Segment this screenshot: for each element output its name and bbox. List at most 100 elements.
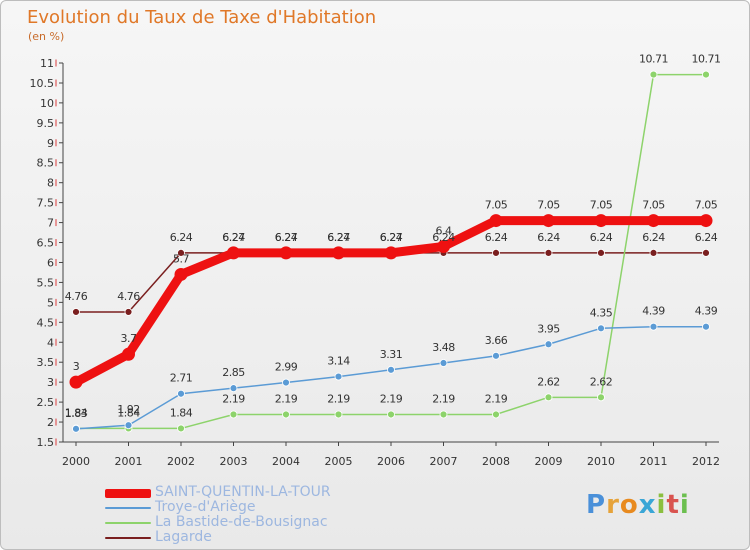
- data-point: [124, 308, 133, 316]
- data-point: [387, 365, 395, 374]
- data-label: 6.24: [222, 231, 245, 244]
- data-point: [387, 410, 395, 419]
- y-tick-label: 1.5: [37, 436, 55, 449]
- data-point: [282, 410, 290, 419]
- data-point: [544, 393, 553, 402]
- data-label: 7.05: [537, 199, 560, 212]
- legend-label: La Bastide-de-Bousignac: [155, 514, 328, 530]
- x-tick-label: 2008: [482, 455, 510, 468]
- data-label: 7.05: [590, 199, 613, 212]
- axes: 1.5 2 2.5 3 3.5 4 4.5 5 5.5 6 6.5 7 7.5 8 8.5 9 9.5 10 10.…: [30, 57, 721, 468]
- data-label: 6.24: [537, 231, 560, 244]
- y-tick-label: 3: [47, 376, 54, 389]
- data-label: 7.05: [642, 199, 665, 212]
- x-tick-label: 2002: [167, 455, 195, 468]
- data-point: [332, 246, 345, 260]
- data-label: 2.19: [380, 392, 403, 405]
- data-label: 2.19: [327, 392, 350, 405]
- data-label: 3: [73, 360, 80, 373]
- y-tick-label: 4.5: [37, 316, 55, 329]
- data-label: 1.83: [65, 407, 88, 420]
- data-label: 2.19: [275, 392, 298, 405]
- data-label: 6.24: [170, 231, 193, 244]
- y-tick-label: 3.5: [37, 356, 55, 369]
- data-label: 4.76: [65, 290, 88, 303]
- legend-label: Troye-d'Ariège: [155, 499, 256, 515]
- data-labels: 3 3.7 5.7 6.27 6.27 6.27 6.27 6.4 7.05 7.05 7.05 7.…: [65, 53, 721, 420]
- y-tick-label: 8.5: [37, 157, 55, 170]
- data-label: 6.24: [432, 231, 455, 244]
- data-point: [597, 393, 605, 402]
- y-tick-label: 8: [47, 177, 54, 190]
- data-label: 7.05: [695, 199, 718, 212]
- data-label: 6.24: [327, 231, 350, 244]
- data-point: [649, 70, 658, 79]
- data-label: 3.95: [537, 322, 560, 335]
- data-point: [229, 384, 238, 393]
- data-point: [649, 322, 658, 331]
- data-label: 2.99: [275, 361, 298, 374]
- data-label: 3.48: [432, 341, 455, 354]
- data-point: [334, 410, 343, 419]
- x-tick-label: 2012: [692, 455, 720, 468]
- data-label: 6.27: [275, 231, 298, 244]
- data-label: 4.39: [642, 305, 665, 318]
- legend-swatch: [105, 522, 151, 524]
- data-label: 10.71: [639, 53, 668, 66]
- data-label: 1.84: [170, 406, 193, 419]
- data-point: [439, 359, 448, 367]
- data-point: [649, 248, 658, 257]
- data-point: [597, 248, 605, 257]
- y-tick-label: 5: [47, 296, 54, 309]
- data-label: 5.7: [173, 252, 189, 265]
- data-point: [282, 378, 290, 387]
- data-label: 6.24: [590, 231, 613, 244]
- y-tick-label: 10: [40, 97, 54, 110]
- data-point: [437, 240, 450, 254]
- data-point: [492, 248, 500, 257]
- data-point: [699, 214, 713, 228]
- chart-subtitle: (en %): [28, 30, 65, 43]
- x-tick-label: 2003: [220, 455, 248, 468]
- data-label: 4.39: [695, 305, 718, 318]
- data-label: 6.24: [642, 231, 665, 244]
- data-label: 1.84: [65, 406, 88, 419]
- data-point: [72, 424, 80, 433]
- data-label: 2.85: [222, 366, 245, 379]
- data-point: [124, 421, 133, 430]
- x-tick-label: 2005: [325, 455, 353, 468]
- proxiti-logo: Proxiti: [586, 490, 690, 520]
- data-label: 3.31: [380, 348, 403, 361]
- data-point: [542, 214, 555, 228]
- data-point: [702, 248, 710, 257]
- data-label: 2.71: [170, 372, 193, 385]
- legend-label: Lagarde: [155, 529, 212, 545]
- series-markers: [69, 70, 713, 433]
- data-point: [439, 410, 448, 419]
- data-label: 3.66: [485, 334, 508, 347]
- x-tick-label: 2006: [377, 455, 405, 468]
- data-label: 6.27: [380, 231, 403, 244]
- data-label: 6.24: [695, 231, 718, 244]
- data-label: 2.19: [432, 392, 455, 405]
- x-tick-label: 2007: [430, 455, 458, 468]
- data-label: 1.84: [117, 406, 140, 419]
- legend-swatch: [105, 507, 151, 509]
- data-point: [177, 424, 185, 433]
- data-label: 2.62: [590, 375, 613, 388]
- y-tick-label: 5.5: [37, 276, 55, 289]
- y-tick-label: 11: [40, 57, 54, 70]
- legend-swatch: [105, 537, 151, 539]
- data-point: [227, 246, 240, 260]
- data-label: 1.92: [117, 403, 140, 416]
- data-point: [544, 248, 553, 257]
- x-tick-label: 2009: [535, 455, 563, 468]
- data-point: [702, 322, 710, 331]
- data-label: 7.05: [485, 199, 508, 212]
- data-point: [384, 246, 398, 260]
- y-tick-label: 6: [47, 256, 54, 269]
- data-label: 4.35: [590, 306, 613, 319]
- x-tick-label: 2011: [640, 455, 668, 468]
